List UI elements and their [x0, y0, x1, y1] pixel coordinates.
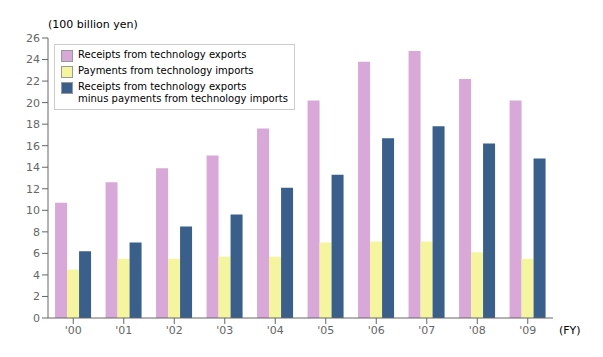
svg-text:24: 24 — [26, 53, 40, 66]
svg-text:6: 6 — [33, 247, 40, 260]
svg-text:16: 16 — [26, 140, 40, 153]
svg-text:8: 8 — [33, 226, 40, 239]
svg-text:'01: '01 — [115, 324, 132, 337]
html-text:(100 billion yen): (100 billion yen) — [48, 18, 138, 31]
svg-text:0: 0 — [33, 312, 40, 325]
svg-text:'05: '05 — [317, 324, 334, 337]
html-text:minus payments from technology: minus payments from technology imports — [78, 93, 288, 104]
svg-text:'04: '04 — [267, 324, 284, 337]
svg-text:22: 22 — [26, 75, 40, 88]
html-text:Payments from technology impor: Payments from technology imports — [78, 65, 254, 76]
svg-text:12: 12 — [26, 183, 40, 196]
svg-text:20: 20 — [26, 97, 40, 110]
svg-text:26: 26 — [26, 32, 40, 45]
svg-text:'02: '02 — [166, 324, 183, 337]
html-text:(FY): (FY) — [559, 324, 581, 337]
svg-text:'06: '06 — [368, 324, 385, 337]
html-text:Receipts from technology expor: Receipts from technology exports — [78, 81, 247, 92]
svg-text:'07: '07 — [418, 324, 435, 337]
svg-text:'09: '09 — [519, 324, 536, 337]
svg-text:'08: '08 — [469, 324, 486, 337]
html-text:Receipts from technology expor: Receipts from technology exports — [78, 49, 247, 60]
svg-text:2: 2 — [33, 290, 40, 303]
svg-text:14: 14 — [26, 161, 40, 174]
svg-text:18: 18 — [26, 118, 40, 131]
svg-text:'00: '00 — [65, 324, 82, 337]
svg-text:10: 10 — [26, 204, 40, 217]
svg-text:4: 4 — [33, 269, 40, 282]
svg-text:'03: '03 — [216, 324, 233, 337]
